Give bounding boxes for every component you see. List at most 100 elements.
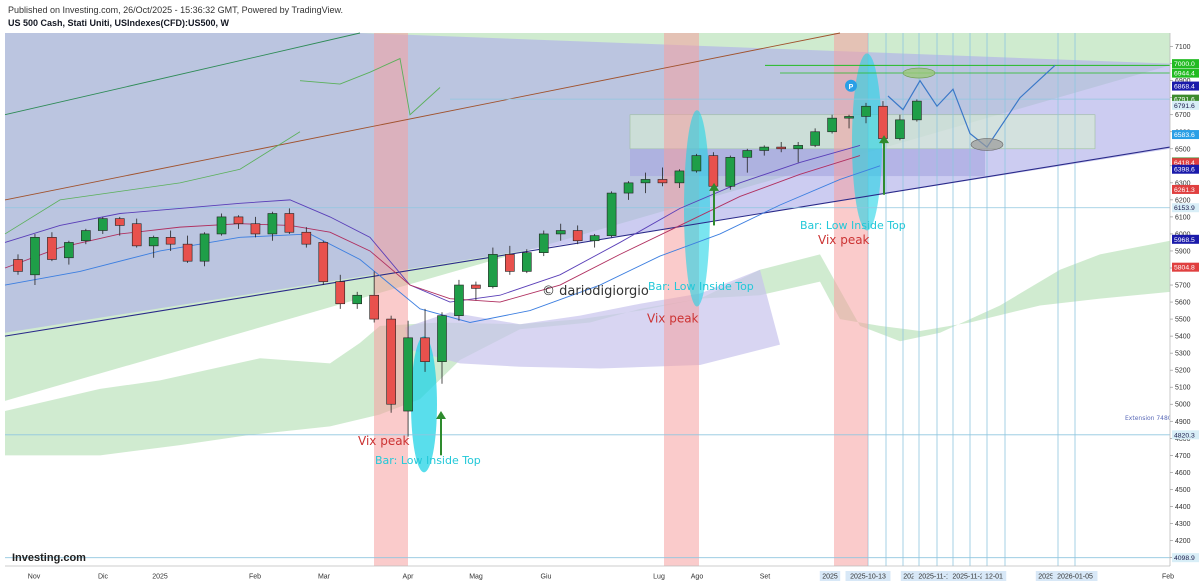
ichimoku-cloud bbox=[5, 240, 1170, 456]
y-tick-12: 5900 bbox=[1175, 248, 1191, 255]
candle-body-7 bbox=[131, 223, 142, 247]
bar-highlight-oct bbox=[852, 53, 882, 231]
y-tick-8: 6300 bbox=[1175, 180, 1191, 187]
x-tick-19: Feb bbox=[1162, 574, 1174, 581]
candle-body-20 bbox=[352, 294, 363, 305]
candle-body-13 bbox=[233, 216, 244, 225]
x-tick-10: Set bbox=[760, 574, 771, 581]
forecast-path: P bbox=[436, 64, 1056, 456]
bar-highlight-apr bbox=[411, 336, 437, 473]
candle-body-40 bbox=[691, 155, 702, 172]
candle-body-49 bbox=[844, 116, 854, 119]
candle-body-6 bbox=[114, 218, 125, 226]
y-tick-17: 5400 bbox=[1175, 334, 1191, 341]
x-label-highlight-11 bbox=[819, 571, 841, 581]
price-badge-bg-7 bbox=[1172, 158, 1199, 168]
y-tick-19: 5200 bbox=[1175, 368, 1191, 375]
symbol-line: US 500 Cash, Stati Uniti, USIndexes(CFD)… bbox=[8, 18, 230, 28]
annotation-5: Bar: Low Inside Top bbox=[800, 219, 906, 232]
candle-body-46 bbox=[793, 145, 803, 150]
y-tick-0: 7100 bbox=[1175, 44, 1191, 51]
candle-body-39 bbox=[674, 170, 685, 184]
price-badge-1: 6944.4 bbox=[1174, 71, 1195, 78]
candle-body-52 bbox=[895, 119, 905, 139]
price-badge-4: 6791.6 bbox=[1174, 103, 1195, 110]
y-tick-4: 6700 bbox=[1175, 112, 1191, 119]
published-line: Published on Investing.com, 26/Oct/2025 … bbox=[8, 5, 344, 15]
candle-body-29 bbox=[505, 254, 515, 272]
candle-body-33 bbox=[572, 230, 583, 242]
y-tick-22: 4900 bbox=[1175, 419, 1191, 426]
annotation-3: Bar: Low Inside Top bbox=[375, 454, 481, 467]
candle-body-35 bbox=[606, 192, 617, 236]
annotation-7: © dariodigiorgio bbox=[542, 284, 649, 299]
price-badge-bg-3 bbox=[1172, 94, 1199, 104]
candle-body-45 bbox=[776, 146, 787, 150]
indicator-lines bbox=[4, 32, 1171, 559]
y-tick-27: 4400 bbox=[1175, 504, 1191, 511]
candle-body-41 bbox=[708, 155, 719, 187]
y-tick-18: 5300 bbox=[1175, 351, 1191, 358]
candle-body-15 bbox=[267, 213, 278, 235]
candle-body-24 bbox=[420, 337, 430, 362]
candle-body-51 bbox=[878, 105, 888, 139]
y-tick-16: 5500 bbox=[1175, 317, 1191, 324]
x-tick-0: Nov bbox=[28, 574, 41, 581]
candle-body-11 bbox=[199, 233, 210, 262]
candle-body-42 bbox=[725, 157, 736, 187]
chart-header: Published on Investing.com, 26/Oct/2025 … bbox=[0, 0, 1200, 32]
bar-highlight-aug bbox=[684, 110, 710, 307]
x-tick-4: Mar bbox=[318, 574, 331, 581]
x-label-highlight-18 bbox=[1052, 571, 1098, 581]
annotation-4: Bar: Low Inside Top bbox=[648, 280, 754, 293]
target-ellipse-low bbox=[970, 138, 1004, 151]
x-tick-2: 2025 bbox=[152, 574, 168, 581]
y-tick-21: 5000 bbox=[1175, 402, 1191, 409]
x-tick-11: 2025 bbox=[822, 574, 838, 581]
price-badge-10: 6153.9 bbox=[1174, 205, 1195, 212]
annotation-0: Vix peak bbox=[358, 434, 410, 448]
candle-body-22 bbox=[386, 318, 396, 405]
candle-body-16 bbox=[284, 213, 295, 233]
price-badge-bg-14 bbox=[1172, 553, 1199, 563]
y-tick-28: 4300 bbox=[1175, 521, 1191, 528]
arrow-apr-head bbox=[436, 411, 446, 420]
price-badge-bg-5 bbox=[1172, 130, 1199, 140]
price-badge-5: 6583.6 bbox=[1174, 132, 1195, 139]
arrow-oct-head bbox=[879, 135, 889, 144]
price-badge-bg-10 bbox=[1172, 203, 1199, 213]
x-tick-18: 2026-01-05 bbox=[1057, 574, 1093, 581]
candle-body-48 bbox=[827, 117, 837, 133]
chikou-line bbox=[4, 131, 301, 235]
blue-support-line bbox=[4, 146, 1171, 337]
candle-body-12 bbox=[216, 216, 227, 235]
price-badge-bg-11 bbox=[1172, 234, 1199, 244]
chart-background bbox=[5, 33, 1170, 566]
candle-body-9 bbox=[165, 237, 176, 245]
candle-body-3 bbox=[64, 242, 74, 259]
candle-body-28 bbox=[488, 254, 498, 288]
candle-body-23 bbox=[403, 337, 413, 412]
x-tick-16: 12-01 bbox=[985, 574, 1003, 581]
price-badges: 7000.06944.46868.46791.66791.66583.66422… bbox=[1172, 59, 1199, 563]
candle-body-19 bbox=[335, 281, 346, 305]
arrow-aug-head bbox=[709, 182, 719, 191]
x-label-highlight-16 bbox=[981, 571, 1007, 581]
price-badge-8: 6398.6 bbox=[1174, 167, 1195, 174]
x-tick-3: Feb bbox=[249, 574, 261, 581]
y-tick-14: 5700 bbox=[1175, 283, 1191, 290]
y-tick-9: 6200 bbox=[1175, 197, 1191, 204]
price-badge-bg-2 bbox=[1172, 81, 1199, 91]
price-badge-14: 4098.9 bbox=[1174, 555, 1195, 562]
chikou-segment bbox=[299, 57, 441, 116]
price-badge-7: 6418.4 bbox=[1174, 160, 1195, 167]
indicator-marker-circle bbox=[845, 79, 857, 92]
annotation-1: Vix peak bbox=[647, 311, 699, 325]
candle-body-34 bbox=[589, 235, 600, 242]
brown-trendline bbox=[4, 32, 841, 201]
price-badge-13: 4820.3 bbox=[1174, 432, 1195, 439]
time-axis: Nov Dic 2025 Feb Mar Apr Mag Giu Lug Ago Set 2025 20… bbox=[5, 565, 1174, 584]
x-tick-17: 2025 bbox=[1038, 574, 1054, 581]
vix-zones bbox=[374, 33, 882, 566]
